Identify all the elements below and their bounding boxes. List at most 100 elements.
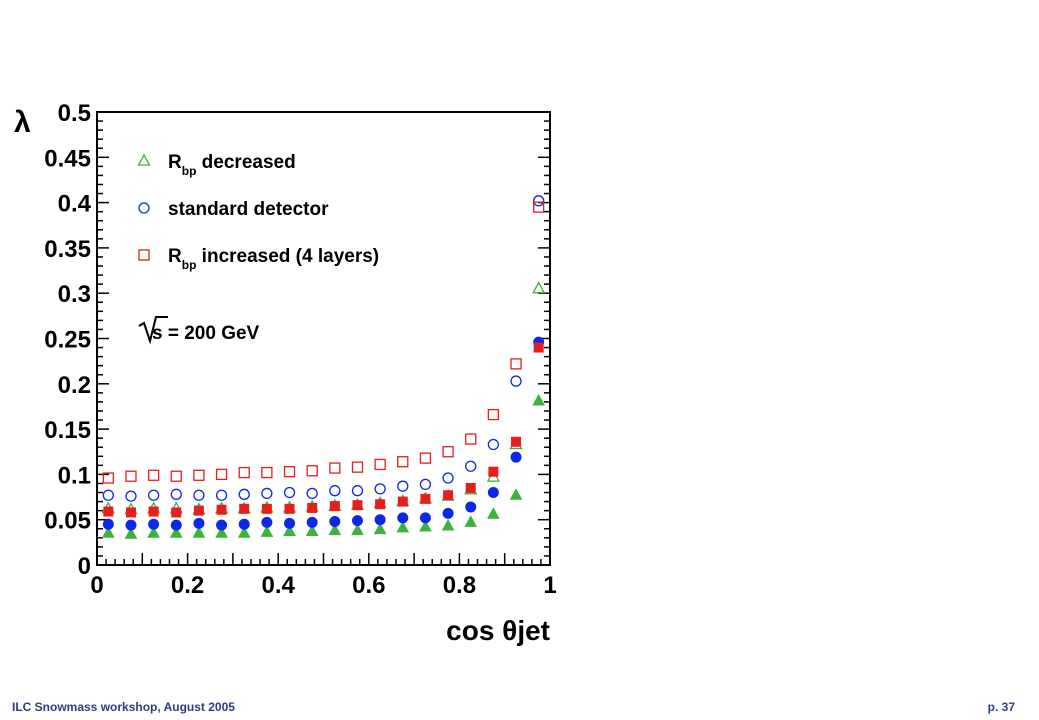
point-square-open xyxy=(419,452,432,464)
point-circle-open xyxy=(306,487,318,500)
point-triangle-solid xyxy=(192,526,206,538)
point-triangle-solid xyxy=(328,523,342,536)
point-triangle-solid xyxy=(373,522,387,535)
point-square-solid xyxy=(171,507,182,518)
x-tick-label: 0.8 xyxy=(443,572,476,599)
point-square-solid xyxy=(511,436,522,447)
point-square-solid xyxy=(533,342,544,353)
point-circle-open xyxy=(419,478,432,491)
point-circle-open xyxy=(283,486,296,499)
point-circle-open xyxy=(147,489,160,501)
point-square-open xyxy=(215,468,228,481)
x-tick-label: 0.4 xyxy=(262,572,296,599)
point-square-solid xyxy=(261,503,272,514)
point-triangle-solid xyxy=(396,520,410,533)
point-circle-solid xyxy=(261,516,273,528)
legend-triangle-marker xyxy=(137,153,151,166)
point-triangle-solid xyxy=(101,526,115,538)
point-square-solid xyxy=(103,506,114,517)
point-square-solid xyxy=(420,493,431,504)
point-square-solid xyxy=(239,503,250,514)
x-tick-label: 0.6 xyxy=(352,572,385,599)
point-triangle-solid xyxy=(464,515,478,527)
point-square-solid xyxy=(284,503,295,514)
point-square-solid xyxy=(193,505,204,516)
point-circle-open xyxy=(329,485,341,497)
point-square-open xyxy=(306,465,318,477)
point-circle-open xyxy=(170,488,182,500)
footer-left: ILC Snowmass workshop, August 2005 xyxy=(12,700,235,714)
point-triangle-solid xyxy=(305,524,319,536)
point-circle-open xyxy=(193,489,205,501)
point-triangle-solid xyxy=(237,526,251,538)
point-square-open xyxy=(170,470,182,482)
point-square-solid xyxy=(465,482,476,493)
y-tick-label: 0.4 xyxy=(58,191,92,218)
point-triangle-open xyxy=(532,281,546,294)
point-square-open xyxy=(351,461,364,473)
series-circle-solid xyxy=(102,336,545,531)
y-tick-label: 0 xyxy=(78,553,91,580)
point-square-solid xyxy=(329,501,340,512)
point-circle-solid xyxy=(397,512,409,524)
point-circle-open xyxy=(102,489,114,501)
point-circle-solid xyxy=(329,516,341,528)
point-triangle-solid xyxy=(351,523,364,536)
point-square-open xyxy=(533,201,545,213)
series-triangle-solid xyxy=(101,393,546,539)
point-square-open xyxy=(261,466,273,479)
point-circle-solid xyxy=(374,514,386,526)
legend-label: standard detector xyxy=(168,199,329,220)
point-square-open xyxy=(102,472,114,484)
point-triangle-solid xyxy=(124,527,138,539)
y-tick-label: 0.45 xyxy=(44,145,91,172)
point-square-open xyxy=(487,408,500,421)
point-circle-solid xyxy=(284,517,296,529)
point-circle-solid xyxy=(351,515,363,527)
point-square-open xyxy=(147,469,160,481)
legend-label: Rbp increased (4 layers) xyxy=(168,246,379,272)
point-circle-solid xyxy=(148,518,160,530)
y-tick-label: 0.15 xyxy=(44,417,91,444)
point-square-solid xyxy=(148,506,159,517)
point-circle-open xyxy=(397,480,409,492)
point-triangle-solid xyxy=(441,519,455,531)
data-points xyxy=(101,195,546,539)
point-triangle-solid xyxy=(509,488,523,500)
point-square-open xyxy=(510,358,522,370)
y-tick-label: 0.1 xyxy=(58,462,91,489)
point-circle-solid xyxy=(419,512,431,524)
x-tick-label: 1 xyxy=(543,572,556,599)
point-circle-solid xyxy=(465,501,477,513)
y-tick-label: 0.35 xyxy=(44,236,91,263)
point-square-open xyxy=(397,456,409,468)
point-circle-open xyxy=(487,438,500,451)
legend-circle-marker xyxy=(138,202,150,214)
point-circle-solid xyxy=(170,519,182,531)
point-circle-solid xyxy=(193,517,205,529)
y-tick-label: 0.3 xyxy=(58,281,91,308)
y-tick-label: 0.2 xyxy=(58,372,91,399)
point-circle-open xyxy=(465,460,477,472)
sqrt-symbol xyxy=(138,316,168,345)
point-circle-solid xyxy=(102,518,114,530)
point-square-open xyxy=(238,466,250,479)
point-circle-solid xyxy=(442,507,454,519)
series-square-solid xyxy=(103,342,544,518)
series-triangle-open xyxy=(101,281,546,515)
point-circle-open xyxy=(261,487,273,500)
point-square-open xyxy=(442,446,454,458)
legend-square-marker xyxy=(138,249,150,261)
point-circle-open xyxy=(533,195,545,207)
axis-ticks xyxy=(96,111,551,566)
point-circle-open xyxy=(351,485,364,497)
series-square-open xyxy=(102,201,545,484)
y-tick-label: 0.05 xyxy=(44,508,91,535)
point-square-open xyxy=(125,470,137,482)
point-triangle-solid xyxy=(419,519,432,532)
x-tick-label: 0.2 xyxy=(171,572,204,599)
point-square-solid xyxy=(352,500,363,511)
point-square-solid xyxy=(375,499,386,510)
point-circle-solid xyxy=(510,451,522,463)
point-square-solid xyxy=(216,504,227,515)
